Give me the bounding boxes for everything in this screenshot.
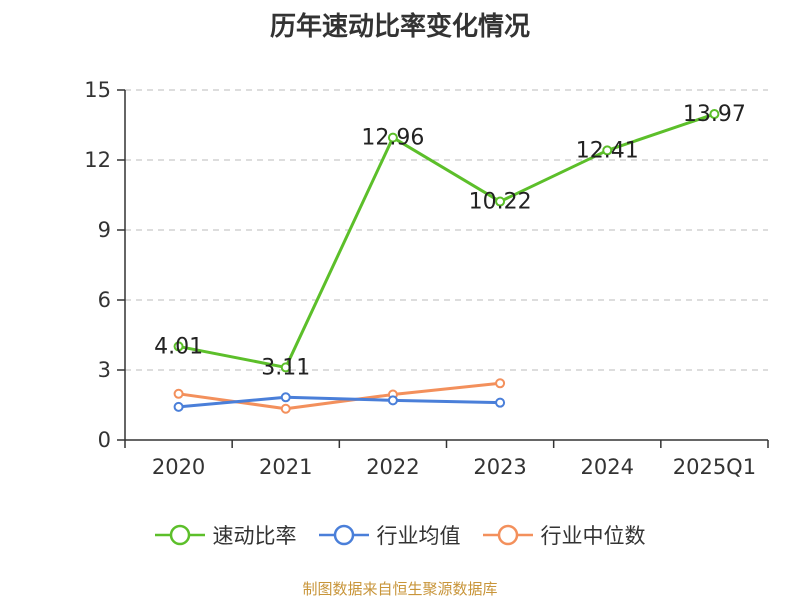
data-point bbox=[280, 392, 291, 403]
y-tick-label: 6 bbox=[98, 288, 111, 312]
data-point bbox=[495, 397, 506, 408]
data-point bbox=[495, 378, 506, 389]
data-label: 12.96 bbox=[361, 126, 424, 151]
data-point bbox=[280, 362, 291, 373]
legend-label: 行业中位数 bbox=[540, 524, 646, 548]
data-point bbox=[280, 403, 291, 414]
legend: 速动比率 行业均值 行业中位数 bbox=[0, 520, 800, 550]
grid-lines bbox=[125, 89, 768, 371]
y-tick-label: 15 bbox=[84, 78, 111, 102]
y-tick-label: 3 bbox=[98, 358, 111, 382]
data-labels: 4.01 3.11 12.96 10.22 12.41 13.97 bbox=[154, 102, 746, 380]
data-point bbox=[387, 395, 398, 406]
data-label: 4.01 bbox=[154, 334, 203, 359]
legend-swatch-icon bbox=[482, 524, 533, 546]
x-tick-label: 2022 bbox=[366, 455, 419, 479]
chart-title: 历年速动比率变化情况 bbox=[269, 12, 530, 42]
y-tick-label: 12 bbox=[84, 148, 111, 172]
data-label: 13.97 bbox=[683, 102, 746, 127]
y-tick-label: 9 bbox=[98, 218, 111, 242]
series-line-2 bbox=[178, 381, 501, 411]
legend-swatch-marker bbox=[333, 524, 354, 546]
data-label: 10.22 bbox=[469, 190, 532, 215]
legend-label: 行业均值 bbox=[376, 524, 461, 548]
x-tick-label: 2025Q1 bbox=[673, 455, 756, 479]
legend-swatch-icon bbox=[318, 524, 369, 546]
y-tick-label: 0 bbox=[98, 428, 111, 452]
source-note: 制图数据来自恒生聚源数据库 bbox=[302, 580, 498, 598]
data-point bbox=[173, 401, 184, 412]
legend-item-2[interactable]: 行业中位数 bbox=[482, 520, 646, 550]
x-tick-label: 2020 bbox=[152, 455, 205, 479]
data-label: 12.41 bbox=[576, 138, 639, 163]
data-label: 3.11 bbox=[261, 355, 310, 380]
legend-swatch-marker bbox=[497, 524, 518, 546]
data-point bbox=[495, 196, 506, 207]
legend-swatch-icon bbox=[154, 524, 205, 546]
data-point bbox=[173, 341, 184, 352]
axes: 0 3 6 9 12 15 2020 2021 2022 2023 2024 2025Q1 bbox=[84, 78, 769, 479]
data-point bbox=[709, 109, 720, 120]
series-line-0 bbox=[178, 112, 715, 369]
x-tick-label: 2023 bbox=[473, 455, 526, 479]
legend-item-0[interactable]: 速动比率 bbox=[154, 520, 297, 550]
legend-label: 速动比率 bbox=[212, 524, 297, 548]
data-point bbox=[173, 388, 184, 399]
legend-swatch-marker bbox=[169, 524, 190, 546]
x-tick-label: 2021 bbox=[259, 455, 312, 479]
data-point bbox=[602, 145, 613, 156]
data-point bbox=[387, 132, 398, 143]
series-line-1 bbox=[178, 395, 501, 409]
series-layer bbox=[173, 109, 720, 414]
legend-item-1[interactable]: 行业均值 bbox=[318, 520, 461, 550]
x-tick-label: 2024 bbox=[581, 455, 634, 479]
